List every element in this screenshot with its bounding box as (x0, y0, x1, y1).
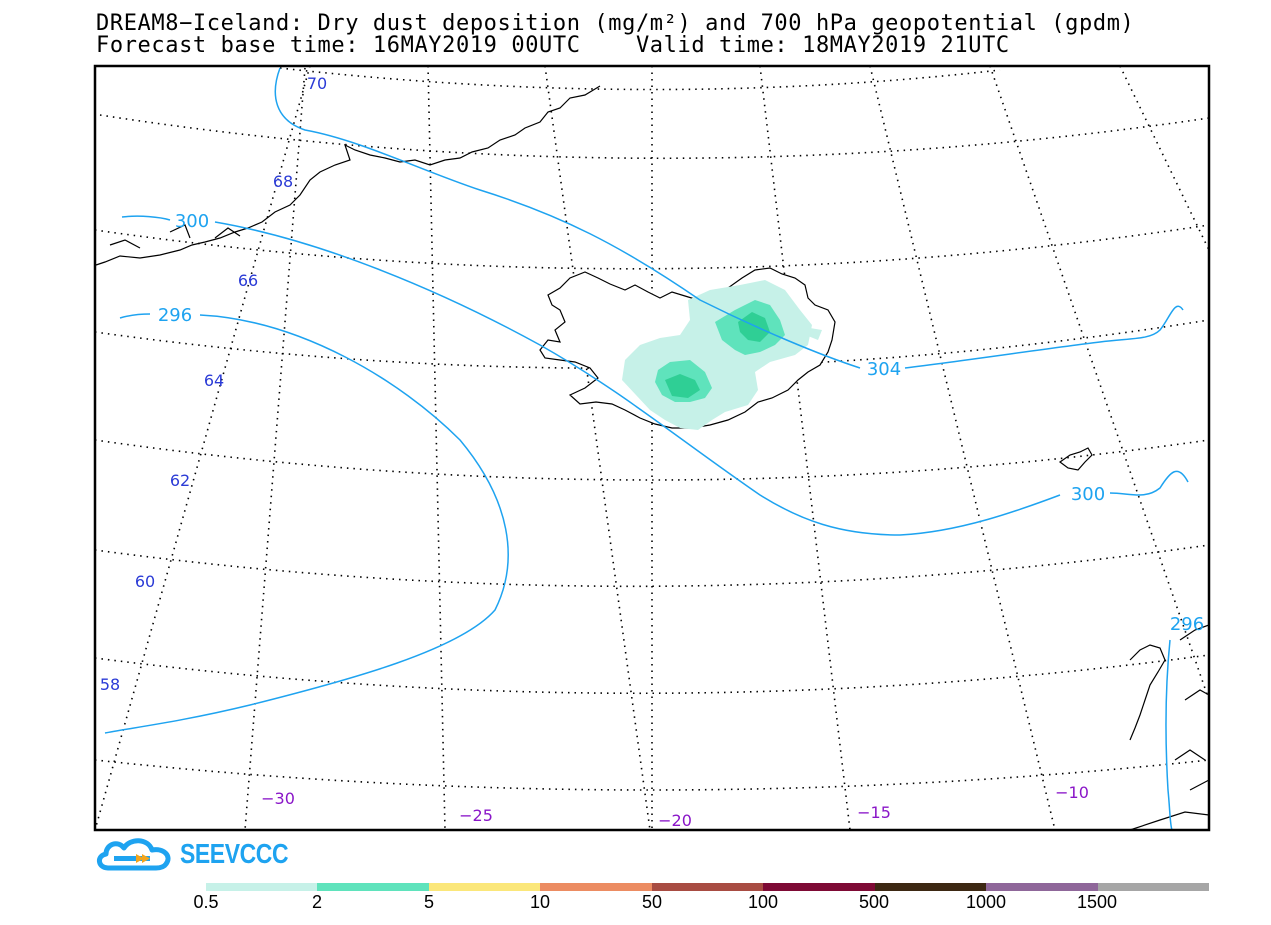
scotland-coastline (1129, 624, 1209, 830)
legend-swatch (428, 883, 541, 891)
color-legend (206, 883, 1209, 891)
contour-label: 300 (1071, 484, 1105, 505)
longitude-label: −10 (1055, 783, 1089, 802)
latitude-gridlines (95, 67, 1209, 791)
legend-label: 50 (641, 892, 663, 912)
latitude-label: 60 (135, 572, 155, 591)
contour-label: 296 (158, 305, 192, 326)
legend-label: 1000 (965, 892, 1007, 912)
latitude-label: 70 (307, 74, 327, 93)
contour-label: 296 (1170, 614, 1204, 635)
legend-label: 1500 (1076, 892, 1118, 912)
legend-label: 5 (423, 892, 435, 912)
longitude-label: −25 (459, 806, 493, 825)
legend-label: 2 (311, 892, 323, 912)
contour-label: 304 (867, 359, 901, 380)
map-subtitle-times: Forecast base time: 16MAY2019 00UTC Vali… (96, 33, 1010, 58)
map-title: DREAM8−Iceland: Dry dust deposition (mg/… (96, 11, 1135, 36)
forecast-map: 300 296 304 300 296 70 68 66 64 62 60 58… (93, 64, 1211, 832)
legend-swatch (206, 883, 318, 891)
legend-swatch (540, 883, 652, 891)
legend-swatch (651, 883, 764, 891)
contour-label: 300 (175, 211, 209, 232)
legend-label: 10 (529, 892, 551, 912)
greenland-coastline (95, 85, 601, 266)
map-frame (93, 64, 1211, 832)
latitude-label: 64 (204, 371, 224, 390)
cloud-arrow-icon (97, 838, 171, 871)
logo-wordmark: SEEVCCC (180, 838, 289, 869)
legend-swatch (763, 883, 875, 891)
legend-swatch (317, 883, 429, 891)
latitude-label: 62 (170, 471, 190, 490)
legend-label: 100 (747, 892, 779, 912)
geopotential-contours (104, 67, 1189, 830)
legend-label: 500 (858, 892, 890, 912)
legend-swatch (1097, 883, 1209, 891)
longitude-gridlines (95, 66, 1209, 830)
latitude-label: 68 (273, 172, 293, 191)
longitude-label: −15 (857, 803, 891, 822)
latitude-label: 66 (238, 271, 258, 290)
dust-deposition-shading (622, 280, 822, 430)
faroe-islands (1058, 447, 1093, 471)
latitude-label: 58 (100, 675, 120, 694)
legend-swatch (874, 883, 987, 891)
longitude-label: −20 (658, 811, 692, 830)
longitude-label: −30 (261, 789, 295, 808)
legend-label: 0.5 (193, 892, 219, 912)
legend-swatch (986, 883, 1098, 891)
